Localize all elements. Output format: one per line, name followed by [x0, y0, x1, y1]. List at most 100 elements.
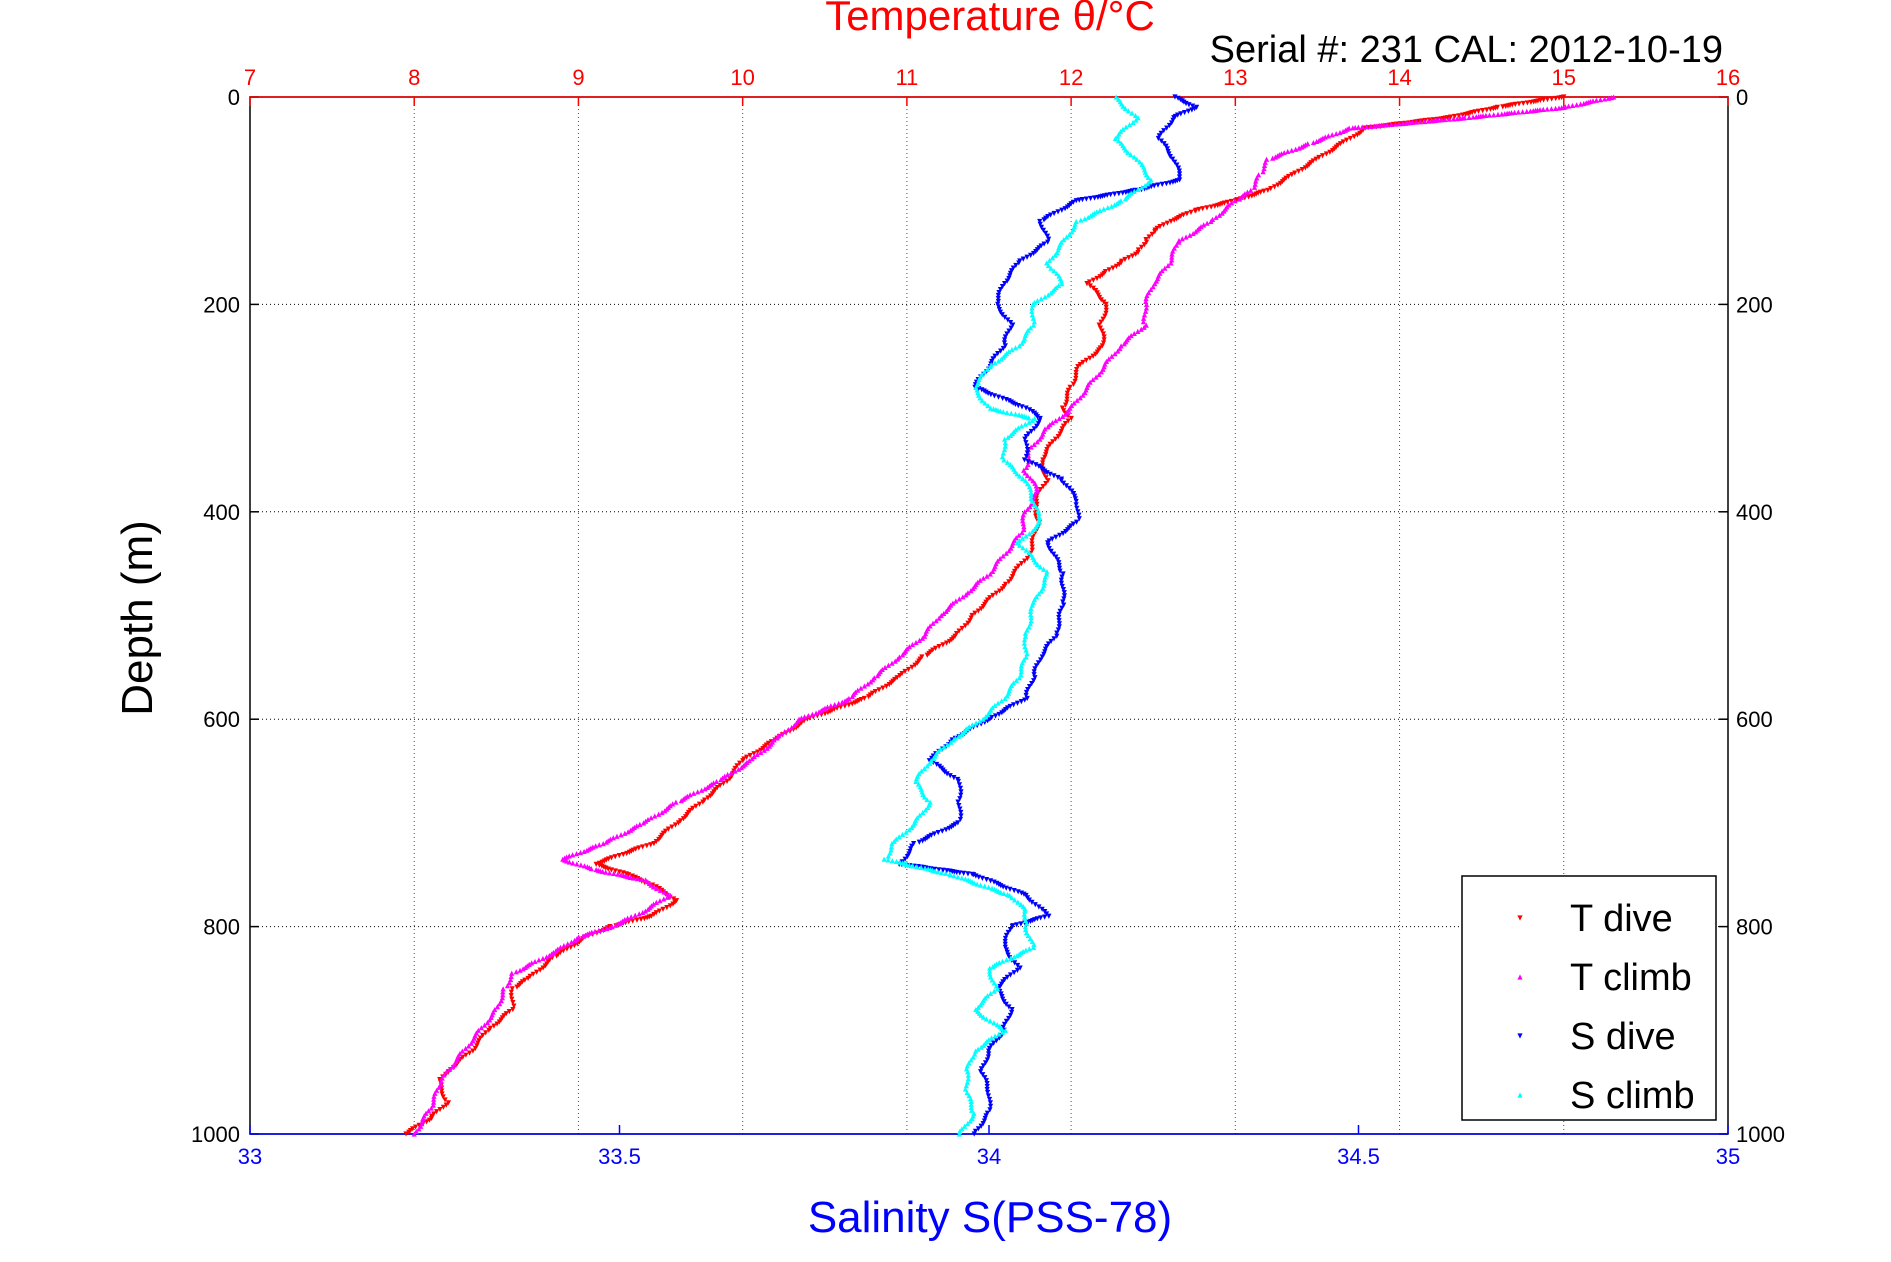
data-point	[487, 1017, 493, 1023]
data-point	[1139, 184, 1145, 191]
data-point	[909, 824, 915, 831]
data-point	[980, 575, 986, 581]
data-point	[1040, 484, 1046, 490]
data-point	[927, 623, 933, 629]
data-point	[943, 608, 949, 614]
data-point	[1039, 906, 1045, 912]
data-point	[1066, 231, 1073, 238]
data-point	[537, 967, 543, 973]
data-point	[991, 1020, 997, 1026]
data-point	[667, 892, 673, 899]
data-point	[1113, 263, 1120, 269]
data-point	[1000, 409, 1006, 415]
data-point	[1001, 457, 1007, 463]
data-point	[1062, 411, 1068, 417]
data-point	[1096, 322, 1102, 328]
data-point	[1392, 121, 1399, 127]
data-point	[1045, 292, 1051, 298]
data-point	[980, 1014, 986, 1020]
data-point	[967, 1095, 974, 1102]
data-point	[1574, 102, 1580, 108]
data-point	[618, 832, 624, 838]
data-point	[1063, 528, 1069, 535]
data-point	[678, 798, 684, 804]
data-point	[1040, 227, 1047, 233]
data-point	[994, 1022, 1000, 1028]
data-point	[648, 842, 654, 848]
data-point	[500, 986, 506, 992]
data-point	[632, 912, 638, 918]
data-point	[1337, 129, 1343, 136]
data-point	[894, 675, 900, 681]
data-point	[1160, 222, 1167, 228]
data-point	[727, 776, 733, 782]
data-point	[1013, 677, 1019, 683]
data-point	[1183, 234, 1189, 240]
data-point	[486, 1027, 492, 1033]
data-point	[1125, 149, 1131, 155]
y-tick-label-left: 400	[203, 500, 240, 525]
data-point	[1021, 640, 1027, 646]
data-point	[1261, 162, 1268, 169]
data-point	[965, 1072, 971, 1078]
data-point	[813, 710, 819, 716]
data-point	[963, 592, 969, 598]
data-point	[1055, 557, 1061, 563]
data-point	[1064, 234, 1070, 240]
data-point	[1159, 181, 1165, 188]
data-point	[1157, 224, 1163, 230]
data-point	[1059, 605, 1065, 611]
x-tick-label-bottom: 34	[977, 1144, 1001, 1169]
data-point	[1005, 929, 1011, 936]
data-point	[1028, 605, 1034, 611]
data-point	[1033, 594, 1040, 600]
data-point	[1096, 371, 1102, 377]
data-point	[1006, 328, 1012, 334]
data-point	[645, 906, 651, 912]
data-point	[1065, 418, 1071, 424]
data-point	[1337, 141, 1344, 147]
data-point	[980, 1042, 987, 1048]
data-point	[1060, 586, 1067, 593]
data-point	[1029, 547, 1035, 553]
data-point	[1042, 230, 1049, 236]
data-point	[1578, 101, 1584, 107]
data-point	[922, 836, 928, 843]
data-point	[1141, 324, 1147, 330]
data-point	[747, 752, 753, 759]
data-point	[1058, 577, 1064, 583]
data-point	[1042, 294, 1048, 300]
data-point	[1173, 242, 1180, 248]
data-point	[640, 844, 646, 850]
data-point	[1495, 111, 1501, 117]
data-point	[571, 937, 578, 944]
data-point	[1021, 457, 1028, 463]
data-point	[1149, 231, 1155, 238]
data-point	[1528, 99, 1534, 106]
data-point	[1608, 95, 1615, 101]
data-point	[736, 766, 742, 772]
data-point	[1026, 897, 1032, 903]
data-point	[1056, 560, 1062, 566]
data-point	[1120, 103, 1126, 109]
legend-label: S climb	[1570, 1075, 1695, 1117]
data-point	[1045, 540, 1051, 546]
data-point	[580, 933, 586, 939]
data-point	[1115, 138, 1122, 144]
data-point	[749, 756, 755, 762]
data-point	[578, 862, 584, 868]
data-point	[1029, 308, 1035, 314]
data-point	[1012, 960, 1018, 966]
data-point	[1121, 341, 1127, 347]
x-tick-label-top: 13	[1223, 65, 1247, 90]
data-point	[1027, 935, 1033, 942]
data-point	[596, 927, 602, 933]
data-point	[957, 785, 964, 791]
data-point	[744, 754, 750, 760]
data-point	[855, 687, 861, 693]
data-point	[1102, 313, 1108, 319]
data-point	[1059, 281, 1065, 287]
data-point	[1450, 116, 1457, 122]
data-point	[951, 737, 957, 743]
data-point	[1179, 236, 1185, 242]
